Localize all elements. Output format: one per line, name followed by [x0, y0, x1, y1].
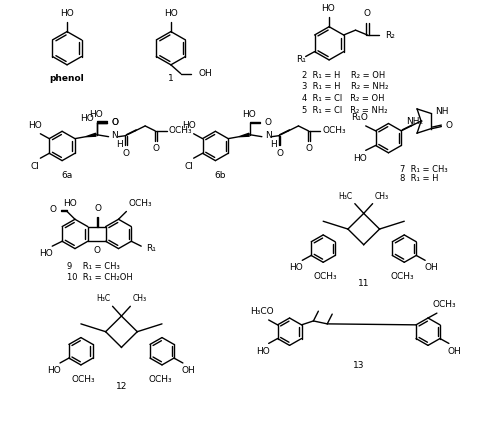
Text: O: O — [276, 149, 283, 158]
Text: 10  R₁ = CH₂OH: 10 R₁ = CH₂OH — [67, 273, 133, 282]
Text: O: O — [306, 145, 313, 153]
Text: R₁: R₁ — [146, 244, 156, 253]
Text: Cl: Cl — [184, 162, 193, 171]
Text: 2  R₁ = H    R₂ = OH: 2 R₁ = H R₂ = OH — [302, 71, 386, 80]
Text: Cl: Cl — [31, 162, 40, 171]
Text: OCH₃: OCH₃ — [314, 272, 337, 281]
Text: 7  R₁ = CH₃: 7 R₁ = CH₃ — [400, 164, 448, 174]
Text: H: H — [270, 140, 276, 149]
Text: O: O — [94, 204, 101, 213]
Text: phenol: phenol — [50, 74, 84, 83]
Text: HO: HO — [242, 110, 256, 119]
Text: R₁O: R₁O — [352, 113, 368, 122]
Text: CH₃: CH₃ — [132, 294, 146, 303]
Text: 13: 13 — [353, 361, 364, 370]
Text: 6b: 6b — [214, 171, 226, 180]
Text: HO: HO — [182, 121, 196, 130]
Text: HO: HO — [321, 4, 335, 13]
Text: O: O — [49, 205, 56, 214]
Text: OCH₃: OCH₃ — [169, 126, 192, 135]
Text: OCH₃: OCH₃ — [390, 272, 414, 281]
Text: 3  R₁ = H    R₂ = NH₂: 3 R₁ = H R₂ = NH₂ — [302, 82, 389, 91]
Text: NH₂: NH₂ — [406, 117, 424, 126]
Text: O: O — [446, 121, 452, 130]
Text: O: O — [265, 118, 272, 127]
Text: OCH₃: OCH₃ — [432, 300, 456, 309]
Text: HO: HO — [80, 114, 94, 122]
Text: 4  R₁ = Cl   R₂ = OH: 4 R₁ = Cl R₂ = OH — [302, 94, 385, 103]
Text: HO: HO — [63, 198, 77, 208]
Text: HO: HO — [164, 9, 178, 18]
Text: N: N — [112, 131, 118, 140]
Polygon shape — [86, 133, 96, 137]
Text: 12: 12 — [116, 381, 127, 391]
Text: OH: OH — [198, 69, 212, 78]
Text: O: O — [152, 145, 160, 153]
Text: OCH₃: OCH₃ — [322, 126, 346, 135]
Text: OCH₃: OCH₃ — [128, 198, 152, 208]
Text: HO: HO — [28, 121, 42, 130]
Text: 9    R₁ = CH₃: 9 R₁ = CH₃ — [67, 262, 120, 271]
Text: NH: NH — [436, 107, 449, 116]
Text: 8  R₁ = H: 8 R₁ = H — [400, 174, 439, 183]
Text: 11: 11 — [358, 279, 370, 288]
Text: 6a: 6a — [62, 171, 72, 180]
Text: HO: HO — [40, 249, 53, 258]
Text: OCH₃: OCH₃ — [148, 375, 172, 384]
Text: H: H — [116, 140, 123, 149]
Text: CH₃: CH₃ — [374, 192, 388, 201]
Polygon shape — [239, 133, 249, 137]
Text: OH: OH — [448, 347, 462, 356]
Text: OH: OH — [424, 263, 438, 272]
Text: HO: HO — [256, 347, 270, 356]
Text: R₁: R₁ — [296, 55, 306, 64]
Text: O: O — [93, 246, 100, 255]
Text: 5  R₁ = Cl   R₂ = NH₂: 5 R₁ = Cl R₂ = NH₂ — [302, 106, 388, 115]
Text: HO: HO — [47, 366, 61, 375]
Text: OCH₃: OCH₃ — [71, 375, 94, 384]
Text: O: O — [112, 118, 118, 127]
Text: HO: HO — [353, 154, 366, 163]
Text: HO: HO — [290, 263, 303, 272]
Text: H₃C: H₃C — [338, 192, 353, 201]
Text: 1: 1 — [168, 74, 174, 83]
Text: N: N — [265, 131, 272, 140]
Text: H₃C: H₃C — [96, 294, 110, 303]
Text: O: O — [112, 118, 118, 126]
Text: R₂: R₂ — [385, 30, 395, 39]
Text: OH: OH — [182, 366, 196, 375]
Text: O: O — [123, 149, 130, 158]
Text: O: O — [364, 9, 371, 19]
Text: HO: HO — [60, 9, 74, 18]
Text: H₃CO: H₃CO — [250, 307, 274, 316]
Text: HO: HO — [89, 110, 102, 119]
